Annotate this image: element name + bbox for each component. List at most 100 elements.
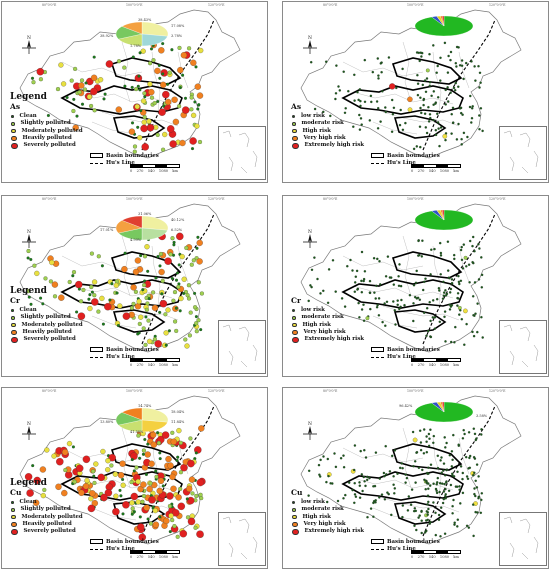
scale-tick-label: 0 [411, 555, 414, 559]
sample-point [459, 465, 463, 468]
sample-point [412, 464, 415, 468]
legend-item: Moderately polluted [10, 128, 130, 135]
sample-point [412, 437, 418, 443]
island-line [238, 132, 250, 148]
sample-point [104, 302, 112, 311]
sample-point [479, 511, 483, 515]
island-line [252, 536, 258, 554]
graticule-label: 80°0'0"E [323, 197, 338, 201]
island-line [240, 360, 248, 368]
sample-point [469, 94, 472, 98]
sample-point [163, 517, 170, 525]
legend-item-label: Heavily polluted [22, 520, 72, 527]
sample-point [417, 51, 421, 55]
legend-symbol [292, 322, 297, 328]
sample-point [29, 257, 33, 262]
sample-point [463, 255, 468, 260]
pie-slice [141, 215, 169, 231]
country-outline [300, 203, 522, 353]
legend-item: Extremely high risk [291, 142, 411, 150]
sample-point [420, 509, 423, 513]
sample-point [339, 456, 343, 460]
sample-point [190, 491, 195, 496]
sample-point [198, 47, 204, 54]
sample-point [322, 455, 325, 458]
sample-point [141, 452, 145, 456]
sample-point [120, 482, 126, 488]
sample-point [196, 318, 201, 323]
element-label: As [10, 102, 21, 111]
sample-point [471, 260, 474, 264]
scale-tick-label: 540 [147, 555, 155, 559]
legend-item: Moderately polluted [10, 322, 130, 329]
sample-point [442, 291, 446, 294]
pie-percent-label: 17.08% [171, 24, 185, 28]
graticule-label: 120°0'0"E [208, 197, 225, 201]
scale-tick-label: 0 [411, 169, 414, 173]
sample-point [431, 299, 435, 302]
sample-point [432, 118, 435, 122]
legend-symbol [11, 521, 17, 528]
sample-point [90, 87, 98, 96]
sample-point [438, 320, 442, 324]
sample-point [358, 484, 362, 487]
sample-point [178, 440, 183, 445]
sample-point [412, 302, 415, 305]
sample-point [131, 55, 135, 59]
legend-symbol [292, 501, 295, 505]
sample-point [194, 315, 198, 319]
sample-point [199, 291, 204, 296]
scale-tick-label: 540 [428, 363, 436, 367]
sample-point [103, 92, 107, 96]
sample-point [156, 431, 160, 435]
sample-point [156, 440, 161, 446]
sample-point [425, 440, 428, 443]
province-line [91, 315, 137, 329]
map-legend: Legend Cu Clean Slightly polluted Moderately… [10, 478, 130, 536]
sample-point [385, 300, 389, 304]
island-line [503, 516, 513, 524]
sample-point [186, 496, 195, 505]
sample-point [382, 471, 386, 475]
sample-point [58, 294, 65, 301]
province-line [91, 507, 137, 521]
island-line [238, 326, 250, 342]
sample-point [166, 492, 174, 500]
island-line [521, 552, 529, 560]
sample-point [468, 105, 472, 109]
sample-point [182, 291, 186, 296]
sample-point [381, 90, 384, 93]
sample-point [375, 284, 378, 288]
province-line [342, 61, 424, 77]
sample-point [454, 81, 457, 85]
sample-point [414, 509, 418, 513]
sample-point [86, 94, 93, 100]
scale-tick-label: 0 [130, 169, 133, 173]
province-line [61, 255, 143, 271]
legend-item-label: Heavily polluted [22, 134, 72, 141]
sample-point [373, 291, 376, 294]
sample-point [157, 477, 165, 484]
sample-point [473, 487, 476, 490]
pie-percent-label: 17.01% [100, 228, 114, 232]
sample-point [473, 432, 477, 436]
sample-point [177, 104, 182, 109]
sample-point [397, 284, 401, 288]
sample-point [141, 326, 146, 331]
sample-point [455, 138, 459, 141]
sample-point [404, 473, 407, 476]
sample-point [178, 309, 182, 313]
sample-point [442, 133, 448, 139]
sample-point [139, 254, 143, 258]
sample-point [72, 124, 79, 131]
sample-point [417, 466, 421, 470]
sample-point [452, 253, 456, 257]
sample-point [378, 477, 382, 480]
sample-point [380, 70, 383, 74]
sample-point [470, 116, 474, 120]
sample-point [152, 521, 160, 528]
province-line [342, 447, 424, 463]
sample-point [363, 480, 366, 483]
province-line [121, 41, 131, 103]
